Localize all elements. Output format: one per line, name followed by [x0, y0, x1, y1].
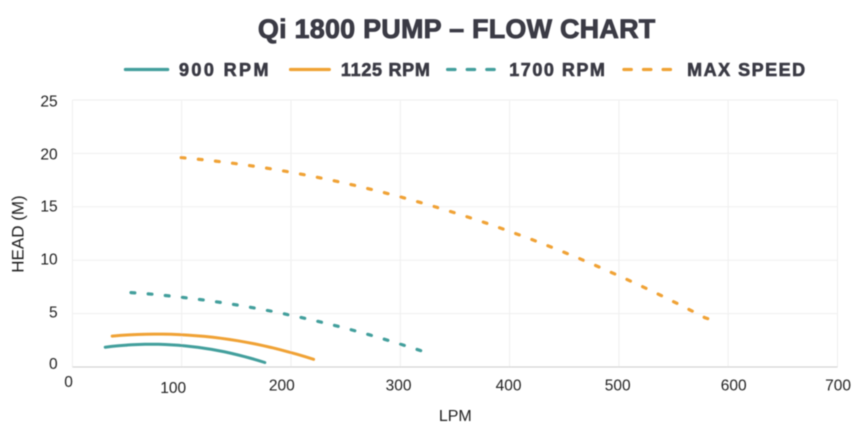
svg-text:400: 400 [496, 378, 522, 395]
svg-text:700: 700 [825, 377, 851, 394]
svg-text:500: 500 [605, 378, 631, 395]
svg-text:900 RPM: 900 RPM [179, 60, 271, 80]
svg-text:1700 RPM: 1700 RPM [509, 60, 606, 80]
svg-text:10: 10 [40, 252, 58, 269]
svg-text:HEAD (M): HEAD (M) [9, 195, 28, 272]
svg-text:200: 200 [269, 377, 295, 394]
svg-text:MAX SPEED: MAX SPEED [687, 60, 807, 80]
svg-text:LPM: LPM [439, 408, 472, 425]
svg-text:1125 RPM: 1125 RPM [341, 60, 431, 80]
svg-text:0: 0 [64, 374, 73, 391]
svg-text:15: 15 [40, 198, 57, 215]
svg-text:20: 20 [40, 147, 58, 164]
svg-text:5: 5 [49, 305, 58, 322]
svg-text:100: 100 [160, 380, 186, 397]
svg-text:600: 600 [721, 378, 747, 395]
svg-text:Qi 1800 PUMP – FLOW CHART: Qi 1800 PUMP – FLOW CHART [258, 14, 656, 44]
svg-text:25: 25 [40, 94, 57, 111]
svg-text:0: 0 [49, 356, 58, 373]
svg-text:300: 300 [386, 377, 412, 394]
